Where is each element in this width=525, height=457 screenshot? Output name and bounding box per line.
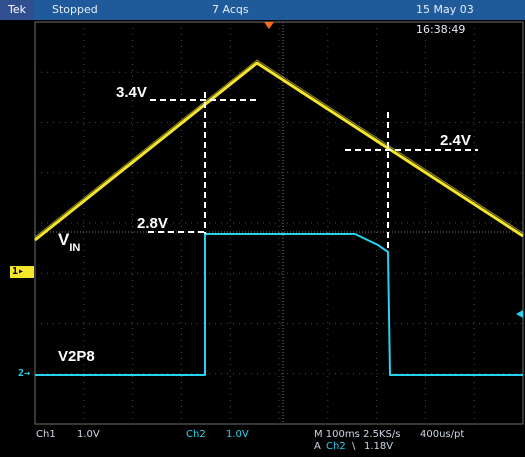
grid-lines [35,22,523,424]
label-2-8v: 2.8V [137,215,168,232]
label-3-4v: 3.4V [116,84,147,101]
ch1-label: Ch1 [36,429,56,440]
trigger-source: Ch2 [326,441,346,452]
ch2-ground-marker[interactable]: 2→ [18,368,31,379]
timestamp: 15 May 03 16:38:49 [416,3,474,36]
ch2-marker-label: 2 [18,368,25,379]
record-rate: 400us/pt [420,429,465,440]
label-2-4v: 2.4V [440,132,471,149]
label-v2p8: V2P8 [58,348,95,365]
trigger-level: 1.18V [364,441,394,452]
trigger-prefix: A [314,441,321,452]
ch2-label: Ch2 [186,429,206,440]
ch1-waveform [34,61,524,242]
ch2-waveform [35,233,523,376]
ch2-scale: 1.0V [226,429,249,440]
status-bar: Ch1 1.0V Ch2 1.0V M 100ms 2.5KS/s 400us/… [0,425,525,457]
timebase: M 100ms 2.5KS/s [314,429,401,440]
trigger-slope-icon: \ [352,441,356,452]
label-vin-main: V [58,230,70,249]
status-strip: Stopped 7 Acqs 15 May 03 16:38:49 [34,0,525,36]
annotation-lines [148,92,478,252]
brand-logo: Tek [0,0,34,20]
label-vin: VIN [58,230,80,254]
label-vin-sub: IN [69,242,80,254]
ch1-scale: 1.0V [77,429,100,440]
trigger-level-icon[interactable] [516,310,523,318]
ch1-waveform-noise [34,59,524,238]
trigger-position-icon[interactable] [264,22,274,29]
ch1-marker-label: 1 [12,266,19,277]
ch1-ground-marker[interactable]: 1▸ [10,266,34,278]
acquisition-count: 7 Acqs [212,3,249,16]
graticule [34,21,524,425]
run-state: Stopped [52,3,98,16]
status-header: Tek Stopped 7 Acqs 15 May 03 16:38:49 [0,0,525,36]
